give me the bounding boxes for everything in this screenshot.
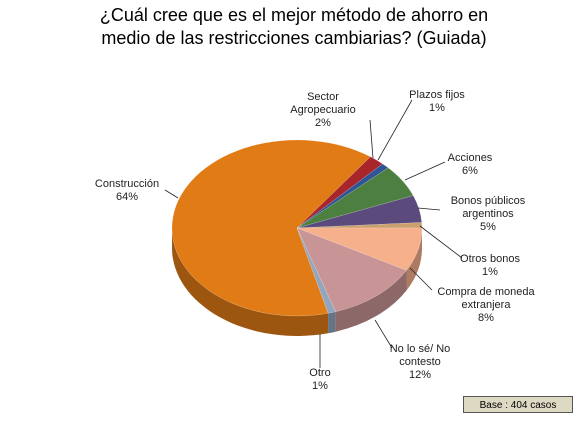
value-label: 5% bbox=[480, 221, 496, 233]
slice bbox=[296, 227, 336, 314]
chart-title: ¿Cuál cree que es el mejor método de aho… bbox=[99, 5, 489, 48]
slice-side bbox=[406, 228, 422, 291]
slice-label: No lo sé/ No contesto 12% bbox=[382, 343, 458, 382]
leader-line bbox=[369, 119, 374, 159]
category-label: Sector Agropecuario bbox=[290, 91, 356, 116]
note: Base : 404 casos bbox=[463, 396, 573, 413]
slice bbox=[296, 167, 414, 229]
category-label: Bonos públicos argentinos bbox=[450, 195, 526, 220]
slice-label: Plazos fijos 1% bbox=[397, 89, 477, 115]
category-label: Plazos fijos bbox=[409, 89, 465, 101]
value-label: 12% bbox=[408, 369, 432, 381]
leader-line bbox=[419, 225, 463, 259]
value-label: 6% bbox=[462, 165, 478, 177]
slice bbox=[296, 227, 423, 271]
category-label: Otro bbox=[309, 367, 331, 379]
leader-line bbox=[374, 319, 393, 349]
slice bbox=[296, 163, 389, 229]
slice bbox=[296, 227, 407, 312]
slice bbox=[296, 156, 384, 229]
slice bbox=[296, 195, 423, 229]
slice-side bbox=[328, 311, 336, 334]
category-label: Otros bonos bbox=[460, 253, 520, 265]
category-label: Construcción bbox=[94, 178, 160, 190]
category-label: Compra de moneda extranjera bbox=[437, 286, 535, 311]
leader-line bbox=[417, 207, 441, 211]
leader-line bbox=[377, 99, 413, 161]
slice-label: Compra de moneda extranjera 8% bbox=[430, 286, 542, 325]
category-label: Acciones bbox=[447, 152, 493, 164]
slice-label: Bonos públicos argentinos 5% bbox=[440, 195, 536, 234]
slice bbox=[171, 139, 371, 317]
slice-side bbox=[335, 270, 407, 332]
value-label: 8% bbox=[478, 312, 494, 324]
value-label: 1% bbox=[312, 380, 328, 392]
leader-line bbox=[164, 189, 179, 199]
slice-label: Otro 1% bbox=[290, 367, 350, 393]
slice-label: Otros bonos 1% bbox=[450, 253, 530, 279]
slice-label: Sector Agropecuario 2% bbox=[283, 91, 363, 130]
value-label: 1% bbox=[429, 102, 445, 114]
leader-line bbox=[409, 267, 433, 291]
category-label: No lo sé/ No contesto bbox=[389, 343, 451, 368]
value-label: 64% bbox=[115, 191, 139, 203]
leader-line bbox=[404, 161, 446, 181]
slice-label: Construcción 64% bbox=[87, 178, 167, 204]
value-label: 1% bbox=[482, 266, 498, 278]
slice-side bbox=[172, 228, 329, 336]
value-label: 2% bbox=[315, 117, 331, 129]
slice-label: Acciones 6% bbox=[430, 152, 510, 178]
